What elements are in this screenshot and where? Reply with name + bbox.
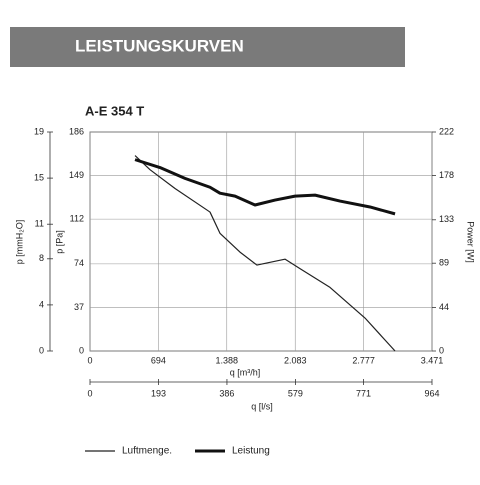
x-tick-label: 1.388	[215, 355, 238, 365]
y3-tick-label: 4	[39, 299, 44, 309]
y-axis-label: p [Pa]	[54, 230, 64, 254]
x-tick-label: 0	[87, 355, 92, 365]
series-line	[134, 155, 396, 352]
y2-tick-label: 89	[439, 258, 449, 268]
x2-tick-label: 386	[219, 388, 234, 398]
x2-tick-label: 964	[424, 388, 439, 398]
x2-axis-label: q [l/s]	[251, 401, 273, 411]
header-title: LEISTUNGSKURVEN	[75, 36, 244, 55]
y2-tick-label: 178	[439, 170, 454, 180]
y-tick-label: 74	[74, 258, 84, 268]
y-tick-label: 186	[69, 126, 84, 136]
chart-title: A-E 354 T	[85, 103, 144, 118]
y2-axis-label: Power [W]	[466, 221, 476, 263]
y3-tick-label: 8	[39, 253, 44, 263]
plot-frame	[89, 131, 433, 352]
x-tick-label: 2.083	[284, 355, 307, 365]
x-tick-label: 3.471	[421, 355, 444, 365]
x-axis-label: q [m³/h]	[230, 367, 261, 377]
y3-tick-label: 15	[34, 172, 44, 182]
y3-axis-label: p [mmH₂O]	[14, 220, 24, 265]
x2-tick-label: 0	[87, 388, 92, 398]
y3-tick-label: 11	[35, 219, 44, 229]
y2-tick-label: 222	[439, 126, 454, 136]
legend-label: Luftmenge.	[122, 446, 172, 457]
header-band	[10, 27, 405, 67]
y2-tick-label: 44	[439, 302, 449, 312]
y3-tick-label: 0	[39, 345, 44, 355]
x2-tick-label: 579	[288, 388, 303, 398]
x2-tick-label: 771	[356, 388, 371, 398]
y2-tick-label: 133	[439, 214, 454, 224]
x-tick-label: 2.777	[352, 355, 375, 365]
y-tick-label: 37	[74, 302, 84, 312]
y-tick-label: 112	[70, 214, 84, 224]
y3-tick-label: 19	[34, 126, 44, 136]
x-tick-label: 694	[151, 355, 166, 365]
y-tick-label: 0	[79, 345, 84, 355]
legend-label: Leistung	[232, 446, 270, 457]
x2-tick-label: 193	[151, 388, 166, 398]
y-tick-label: 149	[69, 170, 84, 180]
series-line	[134, 158, 396, 216]
y2-tick-label: 0	[439, 345, 444, 355]
